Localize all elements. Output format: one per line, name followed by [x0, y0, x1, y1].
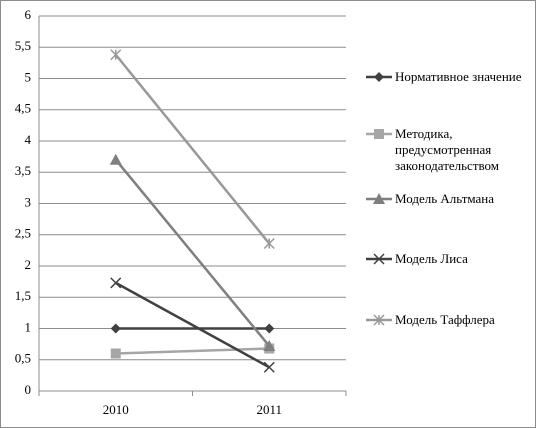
marker	[110, 49, 122, 61]
marker	[110, 323, 121, 334]
marker	[373, 253, 385, 265]
series-line	[115, 347, 270, 355]
y-tick-label: 1,5	[15, 288, 31, 303]
legend-swatch	[366, 253, 392, 265]
y-tick-label: 6	[25, 7, 32, 22]
y-tick-label: 3	[25, 194, 32, 209]
y-tick-label: 2	[25, 257, 32, 272]
marker	[263, 237, 275, 250]
y-tick-label: 4	[25, 132, 32, 147]
marker	[263, 340, 276, 351]
marker	[374, 72, 384, 82]
legend-item: Модель Альтмана	[365, 191, 533, 207]
series-line	[115, 281, 270, 369]
marker	[110, 277, 122, 289]
y-tick-label: 3,5	[15, 163, 31, 178]
legend-item: Модель Лиса	[365, 251, 533, 267]
series-line	[114, 158, 271, 347]
x-tick-label: 2011	[256, 402, 282, 417]
y-tick-label: 2,5	[15, 226, 31, 241]
y-tick-label: 4,5	[15, 101, 31, 116]
x-tick-label: 2010	[103, 402, 129, 417]
y-tick-label: 1	[25, 319, 32, 334]
y-tick-label: 5,5	[15, 38, 31, 53]
legend-swatch	[366, 72, 392, 82]
marker	[263, 361, 275, 373]
marker	[110, 348, 121, 359]
legend-swatch	[366, 129, 392, 139]
y-tick-label: 0	[25, 382, 32, 397]
marker	[109, 153, 122, 165]
y-tick-label: 5	[25, 69, 32, 84]
legend-item: Нормативное значение	[365, 69, 533, 85]
marker	[373, 193, 385, 204]
legend-label: Нормативное значение	[395, 69, 522, 84]
marker	[264, 323, 275, 334]
legend-label: Модель Таффлера	[395, 312, 495, 327]
marker	[374, 129, 384, 139]
marker	[373, 314, 385, 326]
legend-swatch	[366, 193, 392, 204]
legend-item: Методика, предусмотренная законодательст…	[365, 126, 533, 174]
legend-label: Модель Альтмана	[395, 191, 495, 206]
legend-swatch	[366, 314, 392, 326]
series-line	[114, 53, 271, 245]
legend-label: Модель Лиса	[395, 251, 468, 266]
y-tick-label: 0,5	[15, 351, 31, 366]
legend-label: Методика, предусмотренная законодательст…	[395, 126, 500, 173]
legend-item: Модель Таффлера	[365, 312, 533, 328]
